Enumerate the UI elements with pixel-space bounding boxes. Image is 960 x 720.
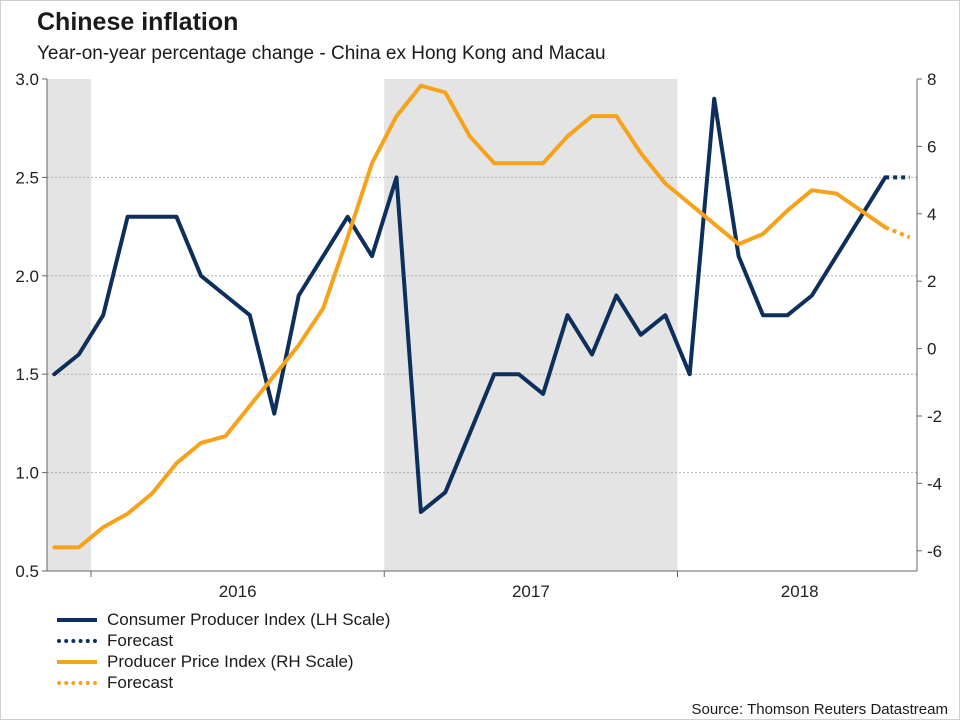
right-tick-label-7: 8 <box>927 70 936 89</box>
right-tick-label-6: 6 <box>927 137 936 156</box>
legend-label-cpi: Consumer Producer Index (LH Scale) <box>107 609 391 629</box>
legend-swatch-ppi-forecast <box>57 680 97 685</box>
legend-label-cpi-forecast: Forecast <box>107 630 174 650</box>
right-tick-label-0: -6 <box>927 542 942 561</box>
chart-subtitle: Year-on-year percentage change - China e… <box>37 43 606 64</box>
legend-label-ppi: Producer Price Index (RH Scale) <box>107 651 354 671</box>
chart-title: Chinese inflation <box>37 8 239 36</box>
legend: Consumer Producer Index (LH Scale) Forec… <box>57 609 390 693</box>
legend-label-ppi-forecast: Forecast <box>107 672 174 692</box>
cpi-series-line <box>52 96 888 514</box>
x-tick-label-2018: 2018 <box>781 582 819 601</box>
legend-item-cpi-forecast: Forecast <box>57 630 390 651</box>
left-tick-label-2: 1.5 <box>15 365 39 384</box>
legend-swatch-ppi <box>57 659 97 664</box>
left-tick-label-5: 3.0 <box>15 70 39 89</box>
source-note: Source: Thomson Reuters Datastream <box>691 701 948 718</box>
left-tick-label-3: 2.0 <box>15 267 39 286</box>
right-tick-label-3: 0 <box>927 340 936 359</box>
ppi-series-line <box>52 83 888 550</box>
x-tick-label-2017: 2017 <box>512 582 550 601</box>
right-tick-label-2: -2 <box>927 407 942 426</box>
right-tick-label-4: 2 <box>927 272 936 291</box>
legend-item-cpi: Consumer Producer Index (LH Scale) <box>57 609 390 630</box>
shaded-period-1 <box>384 79 678 571</box>
left-tick-label-1: 1.0 <box>15 464 39 483</box>
legend-item-ppi-forecast: Forecast <box>57 672 390 693</box>
ppi-forecast-line <box>884 225 911 240</box>
left-tick-label-0: 0.5 <box>15 562 39 581</box>
legend-item-ppi: Producer Price Index (RH Scale) <box>57 651 390 672</box>
legend-swatch-cpi-forecast <box>57 638 97 643</box>
shaded-period-0 <box>47 79 91 571</box>
x-tick-label-2016: 2016 <box>219 582 257 601</box>
left-tick-label-4: 2.5 <box>15 168 39 187</box>
right-tick-label-1: -4 <box>927 474 942 493</box>
right-tick-label-5: 4 <box>927 205 936 224</box>
legend-swatch-cpi <box>57 617 97 622</box>
